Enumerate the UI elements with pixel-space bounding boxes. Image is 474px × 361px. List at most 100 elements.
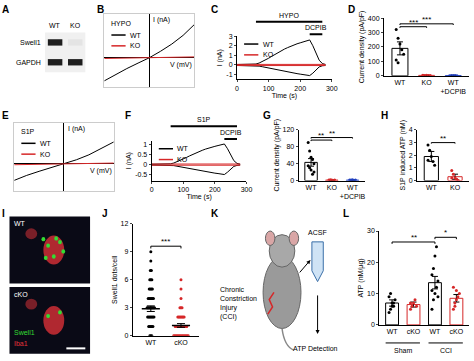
svg-text:Time (s): Time (s) bbox=[272, 92, 297, 100]
svg-text:2: 2 bbox=[229, 42, 233, 49]
svg-text:100: 100 bbox=[177, 186, 189, 193]
svg-text:WT: WT bbox=[306, 184, 318, 191]
svg-text:KO: KO bbox=[327, 184, 338, 191]
svg-text:Swell1: Swell1 bbox=[14, 329, 35, 336]
svg-text:0: 0 bbox=[371, 321, 375, 328]
svg-text:-0.5: -0.5 bbox=[135, 171, 147, 178]
svg-text:300: 300 bbox=[241, 186, 253, 193]
svg-text:cKO: cKO bbox=[407, 328, 421, 335]
svg-text:L: L bbox=[343, 208, 349, 219]
svg-text:0: 0 bbox=[124, 332, 128, 339]
svg-text:WT: WT bbox=[426, 184, 438, 191]
svg-text:K: K bbox=[211, 208, 219, 219]
svg-text:0: 0 bbox=[229, 61, 233, 68]
svg-text:DCPIB: DCPIB bbox=[305, 24, 327, 31]
svg-text:-1: -1 bbox=[226, 71, 232, 78]
svg-text:20: 20 bbox=[367, 259, 375, 266]
svg-text:200: 200 bbox=[294, 85, 306, 92]
svg-text:ATP (nM/μg): ATP (nM/μg) bbox=[357, 258, 365, 297]
svg-text:KO: KO bbox=[450, 184, 461, 191]
svg-text:80: 80 bbox=[286, 143, 294, 150]
svg-text:40: 40 bbox=[286, 160, 294, 167]
svg-text:KO: KO bbox=[422, 79, 433, 86]
svg-text:E: E bbox=[2, 110, 9, 121]
svg-text:KO: KO bbox=[70, 22, 81, 29]
svg-text:120: 120 bbox=[283, 126, 295, 133]
svg-text:WT: WT bbox=[394, 79, 406, 86]
svg-text:ChronicConstrictionInjury(CCI): ChronicConstrictionInjury(CCI) bbox=[220, 286, 257, 321]
svg-text:0: 0 bbox=[235, 85, 239, 92]
svg-text:G: G bbox=[263, 110, 271, 121]
svg-text:0: 0 bbox=[150, 186, 154, 193]
svg-text:0: 0 bbox=[409, 177, 413, 184]
svg-text:1: 1 bbox=[409, 164, 413, 171]
svg-text:WT: WT bbox=[14, 220, 26, 227]
svg-text:Swell1: Swell1 bbox=[20, 39, 41, 46]
svg-text:WT: WT bbox=[177, 145, 189, 152]
svg-text:100: 100 bbox=[368, 58, 380, 65]
svg-text:cKO: cKO bbox=[14, 291, 28, 298]
svg-text:WT: WT bbox=[130, 32, 142, 39]
svg-text:I: I bbox=[2, 208, 5, 219]
svg-text:10: 10 bbox=[367, 290, 375, 297]
svg-text:cKO: cKO bbox=[174, 339, 188, 346]
svg-text:C: C bbox=[211, 4, 218, 15]
svg-text:WT: WT bbox=[263, 41, 275, 48]
svg-text:0: 0 bbox=[290, 177, 294, 184]
svg-text:***: *** bbox=[422, 15, 431, 24]
svg-text:200: 200 bbox=[368, 43, 380, 50]
svg-text:WT+DCPIB: WT+DCPIB bbox=[340, 184, 366, 200]
svg-text:S1P: S1P bbox=[197, 116, 211, 123]
svg-text:ATP Detection: ATP Detection bbox=[293, 345, 338, 352]
svg-text:WT: WT bbox=[387, 328, 399, 335]
svg-text:F: F bbox=[125, 110, 131, 121]
svg-text:WT+DCPIB: WT+DCPIB bbox=[441, 79, 467, 95]
svg-text:B: B bbox=[97, 4, 104, 15]
svg-text:cKO: cKO bbox=[450, 328, 464, 335]
svg-text:KO: KO bbox=[40, 151, 51, 158]
svg-text:H: H bbox=[381, 110, 388, 121]
svg-text:9: 9 bbox=[124, 248, 128, 255]
svg-text:*: * bbox=[444, 228, 447, 237]
svg-text:4: 4 bbox=[409, 126, 413, 133]
svg-text:3: 3 bbox=[124, 304, 128, 311]
svg-text:Iba1: Iba1 bbox=[14, 340, 28, 347]
svg-text:V (mV): V (mV) bbox=[170, 61, 192, 69]
svg-text:KO: KO bbox=[263, 51, 274, 58]
svg-text:V (mV): V (mV) bbox=[90, 167, 112, 175]
svg-text:30: 30 bbox=[367, 227, 375, 234]
svg-text:S1P induced ATP (nM): S1P induced ATP (nM) bbox=[399, 120, 407, 190]
svg-text:2: 2 bbox=[409, 152, 413, 159]
svg-text:KO: KO bbox=[130, 42, 141, 49]
svg-text:HYPO: HYPO bbox=[111, 20, 131, 27]
svg-text:Sham: Sham bbox=[394, 347, 412, 354]
svg-text:WT: WT bbox=[145, 339, 157, 346]
svg-text:**: ** bbox=[318, 131, 324, 140]
svg-text:6: 6 bbox=[124, 276, 128, 283]
svg-text:1: 1 bbox=[143, 141, 147, 148]
svg-text:**: ** bbox=[411, 233, 417, 242]
svg-text:Swell1 dots/cell: Swell1 dots/cell bbox=[111, 255, 118, 304]
svg-text:WT: WT bbox=[40, 140, 52, 147]
svg-text:***: *** bbox=[409, 18, 418, 27]
svg-text:12: 12 bbox=[121, 220, 129, 227]
svg-text:S1P: S1P bbox=[21, 128, 35, 135]
svg-text:I (nA): I (nA) bbox=[125, 152, 133, 169]
svg-text:200: 200 bbox=[209, 186, 221, 193]
svg-text:HYPO: HYPO bbox=[279, 12, 299, 19]
svg-text:0: 0 bbox=[143, 161, 147, 168]
svg-text:WT: WT bbox=[49, 22, 61, 29]
svg-text:3: 3 bbox=[409, 139, 413, 146]
svg-text:400: 400 bbox=[368, 14, 380, 21]
svg-text:0.5: 0.5 bbox=[138, 151, 148, 158]
svg-text:1: 1 bbox=[229, 52, 233, 59]
svg-text:100: 100 bbox=[263, 85, 275, 92]
svg-text:Current density (pA/pF): Current density (pA/pF) bbox=[358, 11, 366, 84]
svg-text:I (nA): I (nA) bbox=[216, 49, 224, 66]
svg-text:WT: WT bbox=[430, 328, 442, 335]
svg-text:Current density (pA/pF): Current density (pA/pF) bbox=[273, 119, 281, 192]
svg-text:KO: KO bbox=[177, 156, 188, 163]
svg-text:300: 300 bbox=[326, 85, 338, 92]
svg-text:Time (s): Time (s) bbox=[186, 193, 211, 201]
svg-text:**: ** bbox=[329, 129, 335, 138]
